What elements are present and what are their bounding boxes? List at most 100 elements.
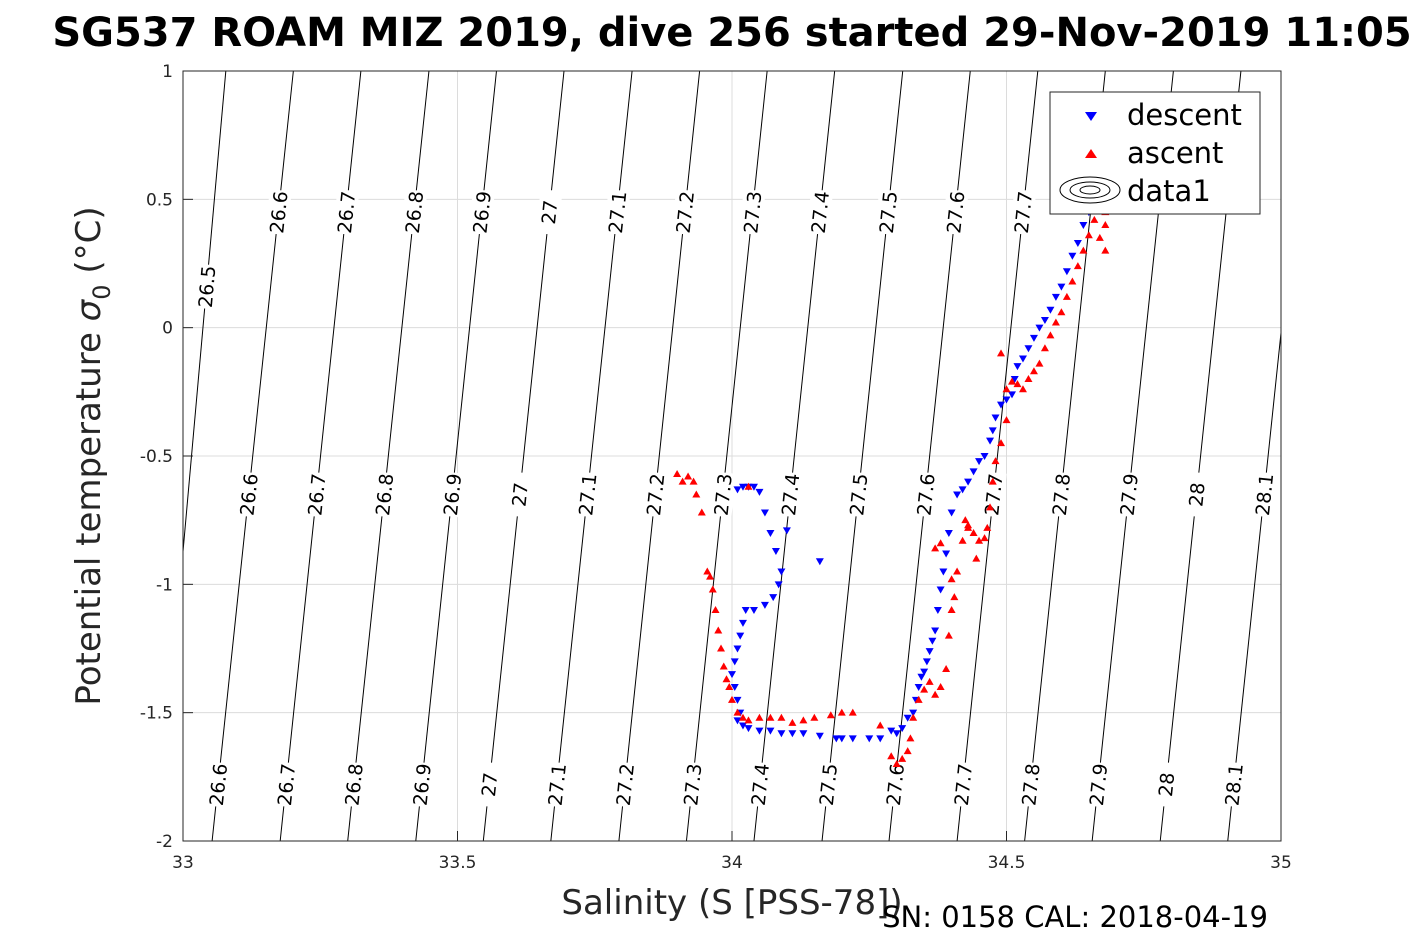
- descent-point: [909, 709, 918, 717]
- contour-label-27.9: 27.9: [1117, 472, 1143, 516]
- y-tick-label: 1: [162, 62, 173, 82]
- ascent-point: [931, 544, 940, 552]
- contour-label-bg: [739, 189, 766, 236]
- descent-point: [944, 530, 953, 537]
- contour-label-bg: [400, 189, 428, 236]
- ascent-point: [717, 644, 726, 652]
- ascent-point: [903, 747, 912, 755]
- contour-label-26.9: 26.9: [440, 472, 466, 516]
- contour-label-26.8: 26.8: [341, 762, 367, 806]
- ascent-point: [1068, 277, 1077, 285]
- descent-point: [928, 637, 937, 645]
- descent-point: [939, 568, 948, 576]
- ascent-point: [733, 708, 742, 716]
- contour-label-26.6: 26.6: [206, 762, 232, 806]
- contour-label-26.9: 26.9: [410, 762, 436, 806]
- descent-point: [730, 684, 739, 691]
- descent-point: [755, 727, 764, 735]
- descent-point: [777, 730, 786, 738]
- contour-label-26.8: 26.8: [372, 472, 398, 516]
- descent-point: [749, 607, 758, 614]
- contour-label-27.7: 27.7: [981, 472, 1007, 516]
- ascent-point: [744, 482, 753, 490]
- ascent-point: [1057, 308, 1066, 316]
- ascent-point: [744, 716, 753, 724]
- contour-label-27.8: 27.8: [1049, 472, 1075, 516]
- x-tick-label: 33.5: [439, 853, 477, 873]
- descent-point: [733, 486, 742, 494]
- ascent-point: [906, 734, 915, 742]
- contour-label-27.1: 27.1: [605, 190, 631, 234]
- contour-label-27.5: 27.5: [876, 190, 902, 234]
- y-tick-label: -1: [156, 575, 173, 595]
- contour-label-bg: [204, 761, 232, 808]
- ascent-point: [931, 690, 940, 698]
- ascent-point: [725, 683, 734, 690]
- contour-label-bg: [1250, 471, 1278, 518]
- ascent-point: [961, 516, 970, 524]
- contour-label-bg: [845, 471, 872, 518]
- contour-label-bg: [506, 471, 533, 518]
- ascent-point: [1051, 318, 1060, 326]
- ascent-point: [920, 685, 929, 693]
- ascent-point: [1035, 359, 1044, 367]
- descent-point: [1007, 391, 1016, 399]
- ascent-point: [983, 523, 992, 531]
- ascent-point: [986, 503, 995, 511]
- descent-point: [788, 730, 797, 738]
- y-tick-label: -1.5: [140, 704, 173, 724]
- descent-point: [1051, 293, 1060, 301]
- ascent-point: [1101, 246, 1110, 254]
- contour-label-bg: [332, 189, 360, 236]
- contour-label-bg: [777, 471, 804, 518]
- contour-label-bg: [535, 189, 563, 236]
- descent-point: [920, 668, 929, 676]
- ascent-point: [777, 713, 786, 721]
- descent-point: [980, 453, 989, 460]
- contour-label-bg: [874, 189, 902, 236]
- descent-point: [964, 478, 973, 486]
- descent-point: [969, 468, 978, 476]
- contour-label-27: 27: [538, 199, 562, 225]
- descent-point: [1046, 306, 1055, 314]
- ascent-point: [972, 554, 981, 562]
- descent-point: [947, 509, 956, 517]
- descent-point: [922, 658, 931, 666]
- contour-label-26.5: 26.5: [195, 265, 221, 309]
- contour-label-28: 28: [1155, 771, 1179, 797]
- contour-label-bg: [475, 761, 503, 808]
- descent-point: [1010, 376, 1019, 383]
- descent-point: [799, 730, 808, 738]
- descent-point: [936, 586, 945, 594]
- descent-point: [736, 632, 745, 640]
- ascent-point: [1007, 377, 1016, 385]
- contour-label-27: 27: [508, 481, 532, 507]
- descent-point: [1013, 363, 1022, 371]
- contour-label-28.1: 28.1: [1222, 762, 1248, 806]
- contour-label-27.3: 27.3: [740, 190, 766, 234]
- descent-point: [1035, 324, 1044, 332]
- ascent-point: [837, 708, 846, 716]
- contour-label-27.9: 27.9: [1086, 762, 1112, 806]
- ascent-point: [936, 683, 945, 690]
- contour-label-bg: [371, 471, 398, 518]
- descent-point: [1029, 334, 1038, 342]
- y-tick-label: -2: [156, 832, 173, 852]
- contour-label-bg: [746, 761, 774, 808]
- contour-label-28: 28: [1185, 481, 1209, 507]
- ascent-point: [1002, 385, 1011, 393]
- descent-point: [988, 427, 997, 435]
- descent-point: [760, 601, 769, 609]
- contour-label-27.1: 27.1: [575, 472, 601, 516]
- descent-point: [815, 732, 824, 740]
- contour-label-27.7: 27.7: [1011, 190, 1037, 234]
- descent-point: [728, 671, 736, 679]
- contour-label-27.4: 27.4: [748, 762, 774, 806]
- descent-point: [953, 491, 962, 499]
- y-tick-label: 0: [162, 319, 173, 339]
- legend-data1-label: data1: [1127, 174, 1211, 208]
- ascent-point: [1095, 233, 1104, 241]
- legend-contour-icon: [1059, 176, 1121, 204]
- contour-label-bg: [1017, 761, 1044, 808]
- descent-point: [898, 725, 907, 733]
